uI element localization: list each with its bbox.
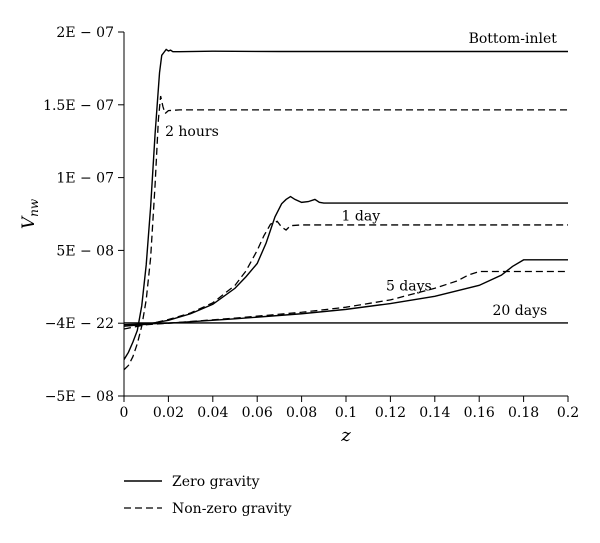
x-tick-label: 0.14 bbox=[419, 405, 450, 421]
series-layer bbox=[123, 48, 568, 371]
x-tick-label: 0.06 bbox=[242, 405, 273, 421]
legend-item-non-zero-gravity: Non-zero gravity bbox=[124, 501, 292, 517]
y-tick-label: 1.5E − 07 bbox=[43, 98, 114, 114]
axis-labels: z Vnw bbox=[19, 198, 351, 446]
annotation-label: 5 days bbox=[386, 278, 432, 294]
y-tick-label: −4E − 22 bbox=[45, 316, 114, 332]
series-line-non-zero-gravity bbox=[123, 220, 568, 330]
annotation-label: 1 day bbox=[342, 208, 381, 224]
x-tick-label: 0.16 bbox=[464, 405, 495, 421]
x-axis-label: z bbox=[340, 425, 351, 446]
y-axis-label-main: V bbox=[19, 215, 39, 229]
x-tick-label: 0.18 bbox=[508, 405, 539, 421]
series-line-zero-gravity bbox=[123, 259, 568, 326]
y-tick-label: 1E − 07 bbox=[56, 171, 114, 187]
x-tick-label: 0 bbox=[120, 405, 129, 421]
x-tick-label: 0.04 bbox=[197, 405, 228, 421]
legend: Zero gravity Non-zero gravity bbox=[124, 474, 292, 517]
series-line-non-zero-gravity bbox=[123, 95, 568, 371]
annotation-label: 20 days bbox=[493, 303, 548, 319]
y-axis-label: Vnw bbox=[19, 198, 41, 229]
x-tick-label: 0.08 bbox=[286, 405, 317, 421]
series-line-zero-gravity bbox=[123, 195, 568, 327]
legend-label-non-zero-gravity: Non-zero gravity bbox=[172, 501, 292, 517]
y-tick-label: −5E − 08 bbox=[45, 389, 114, 405]
legend-item-zero-gravity: Zero gravity bbox=[124, 474, 260, 490]
x-tick-label: 0.02 bbox=[153, 405, 184, 421]
x-tick-label: 0.12 bbox=[375, 405, 406, 421]
svg-text:Vnw: Vnw bbox=[19, 198, 41, 229]
x-tick-label: 0.2 bbox=[557, 405, 579, 421]
series-line-non-zero-gravity bbox=[123, 270, 568, 327]
x-tick-label: 0.1 bbox=[335, 405, 357, 421]
y-tick-label: 5E − 08 bbox=[56, 243, 114, 259]
annotations-layer: Bottom-inlet 2 hours 1 day 5 days 20 days bbox=[165, 31, 557, 319]
y-tick-label: 2E − 07 bbox=[56, 25, 114, 41]
y-axis-label-sub: nw bbox=[27, 198, 41, 217]
annotation-label: 2 hours bbox=[165, 124, 219, 140]
ticks: 0 0.02 0.04 0.06 0.08 0.1 0.12 0.14 0.16 0.18 0.2 −… bbox=[43, 25, 579, 421]
legend-label-zero-gravity: Zero gravity bbox=[172, 474, 260, 490]
annotation-label: Bottom-inlet bbox=[469, 31, 558, 47]
